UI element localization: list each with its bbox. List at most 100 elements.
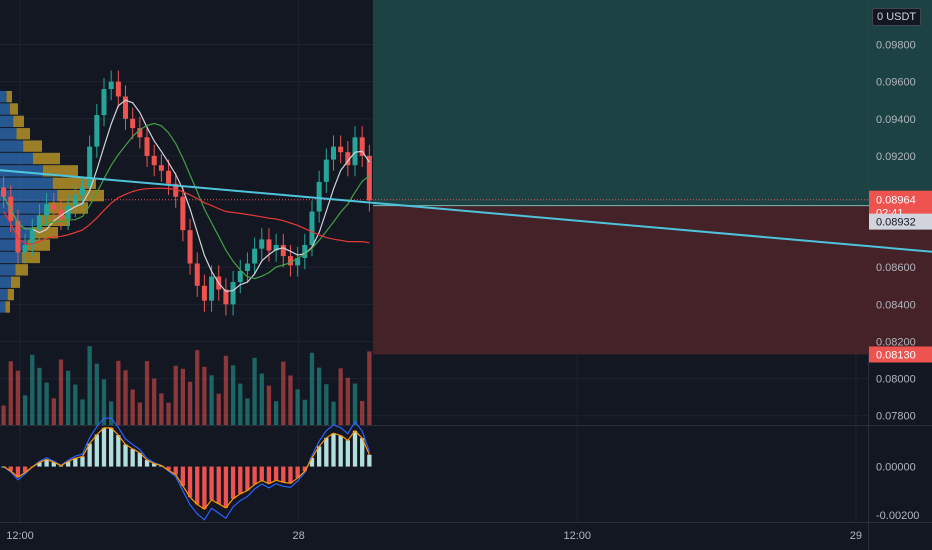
volume-bar bbox=[360, 401, 365, 425]
profit-zone bbox=[372, 0, 932, 206]
stop-price-tag bbox=[869, 346, 932, 363]
candle-body bbox=[1, 187, 7, 197]
time-tick-label: 12:00 bbox=[564, 530, 592, 542]
candle-body bbox=[151, 155, 157, 166]
macd-histogram-bar bbox=[109, 427, 114, 467]
position-zones bbox=[0, 0, 932, 355]
macd-histogram-bar bbox=[360, 438, 365, 467]
volume-bar bbox=[259, 373, 264, 425]
candle-body bbox=[44, 204, 50, 216]
profile-bar-up bbox=[0, 140, 24, 152]
macd-histogram-bar bbox=[223, 466, 229, 508]
profile-bar-up bbox=[0, 128, 17, 140]
volume-bar bbox=[30, 354, 35, 425]
macd-histogram-bar bbox=[295, 466, 300, 479]
profile-bar-up bbox=[0, 177, 53, 189]
candle-body bbox=[252, 248, 258, 264]
macd-tick-label: 0.00000 bbox=[876, 462, 916, 474]
profile-bar-down bbox=[15, 264, 28, 276]
axes: 0.09800 0.09600 0.09400 0.09200 0.08600 0.084… bbox=[6, 40, 919, 542]
volume-bar bbox=[338, 368, 343, 425]
macd-histogram-bar bbox=[173, 466, 178, 475]
volume-bar bbox=[15, 370, 21, 425]
candle-body bbox=[72, 194, 78, 207]
candle-body bbox=[316, 181, 322, 212]
macd-histogram-bar bbox=[22, 466, 28, 473]
candle-body bbox=[36, 215, 42, 231]
candle-body bbox=[194, 263, 200, 286]
profile-bar-down bbox=[57, 189, 104, 202]
volume-bar bbox=[216, 393, 221, 425]
currency-lead: 0 bbox=[877, 11, 884, 23]
currency-button[interactable]: 0 USDT bbox=[872, 8, 922, 26]
candle-body bbox=[237, 270, 243, 283]
candle-body bbox=[287, 256, 293, 266]
volume-bar bbox=[352, 383, 358, 425]
candle-body bbox=[230, 282, 236, 305]
volume-bar bbox=[116, 360, 121, 425]
candle-body bbox=[180, 196, 186, 231]
volume-bar bbox=[223, 355, 229, 425]
candle-body bbox=[330, 146, 337, 160]
volume-bar bbox=[144, 361, 150, 425]
profile-bar-up bbox=[0, 165, 43, 177]
profile-bar-down bbox=[42, 165, 78, 177]
profile-bar-up bbox=[0, 214, 39, 227]
profile-bar-down bbox=[27, 239, 50, 251]
signal-line bbox=[3, 427, 370, 510]
macd-histogram-bar bbox=[137, 452, 143, 467]
price-tick-label: 0.08200 bbox=[876, 336, 916, 348]
candle-body bbox=[209, 276, 215, 301]
macd-histogram-bar bbox=[317, 446, 322, 467]
macd-histogram-bar bbox=[180, 466, 186, 486]
volume-bar bbox=[87, 346, 92, 425]
profile-bar-down bbox=[52, 177, 96, 189]
volume-bar bbox=[173, 365, 178, 425]
candle-body bbox=[338, 146, 344, 153]
macd-histogram-bar bbox=[245, 466, 250, 491]
trendline-segment bbox=[0, 169, 932, 253]
macd-histogram-bar bbox=[252, 466, 257, 485]
ma-red bbox=[3, 187, 370, 245]
time-tick-label: 28 bbox=[293, 530, 305, 542]
trendline[interactable] bbox=[0, 169, 932, 319]
candle-body bbox=[352, 137, 358, 166]
candle-body bbox=[302, 244, 308, 258]
price-tick-label: 0.09600 bbox=[876, 77, 916, 89]
macd-histogram-bar bbox=[331, 433, 336, 467]
volume-bar bbox=[202, 366, 207, 425]
macd-histogram-bar bbox=[51, 462, 56, 467]
candle-body bbox=[158, 165, 164, 171]
macd-histogram-bar bbox=[345, 440, 350, 467]
price-tick-label: 0.09400 bbox=[876, 114, 916, 126]
profile-bar-up bbox=[0, 90, 7, 103]
candle-body bbox=[359, 137, 365, 156]
volume-bar bbox=[73, 384, 78, 425]
volume-bar bbox=[51, 398, 56, 425]
current-price-value: 0.08964 bbox=[876, 195, 916, 207]
candle-body bbox=[58, 209, 64, 219]
macd-histogram-bar bbox=[309, 457, 315, 467]
macd-histogram-bar bbox=[202, 466, 207, 510]
macd-histogram-bar bbox=[65, 461, 71, 467]
price-tick-label: 0.08000 bbox=[876, 374, 916, 386]
candle-body bbox=[187, 230, 193, 264]
candle-body bbox=[323, 159, 329, 182]
time-tick-label: 29 bbox=[850, 530, 862, 542]
volume-bar bbox=[44, 382, 49, 425]
profile-bar-down bbox=[7, 288, 14, 301]
price-tick-label: 0.09200 bbox=[876, 151, 916, 163]
candle-body bbox=[266, 239, 272, 251]
currency-label: USDT bbox=[886, 11, 917, 23]
candle-body bbox=[108, 81, 114, 90]
candle-body bbox=[295, 257, 301, 266]
moving-averages bbox=[3, 99, 370, 293]
volume-bar bbox=[123, 370, 128, 425]
volume-bar bbox=[58, 359, 64, 425]
macd-histogram-bar bbox=[44, 459, 49, 467]
volume-bar bbox=[130, 389, 135, 425]
candle-body bbox=[122, 96, 129, 119]
profile-bar-up bbox=[0, 103, 10, 115]
